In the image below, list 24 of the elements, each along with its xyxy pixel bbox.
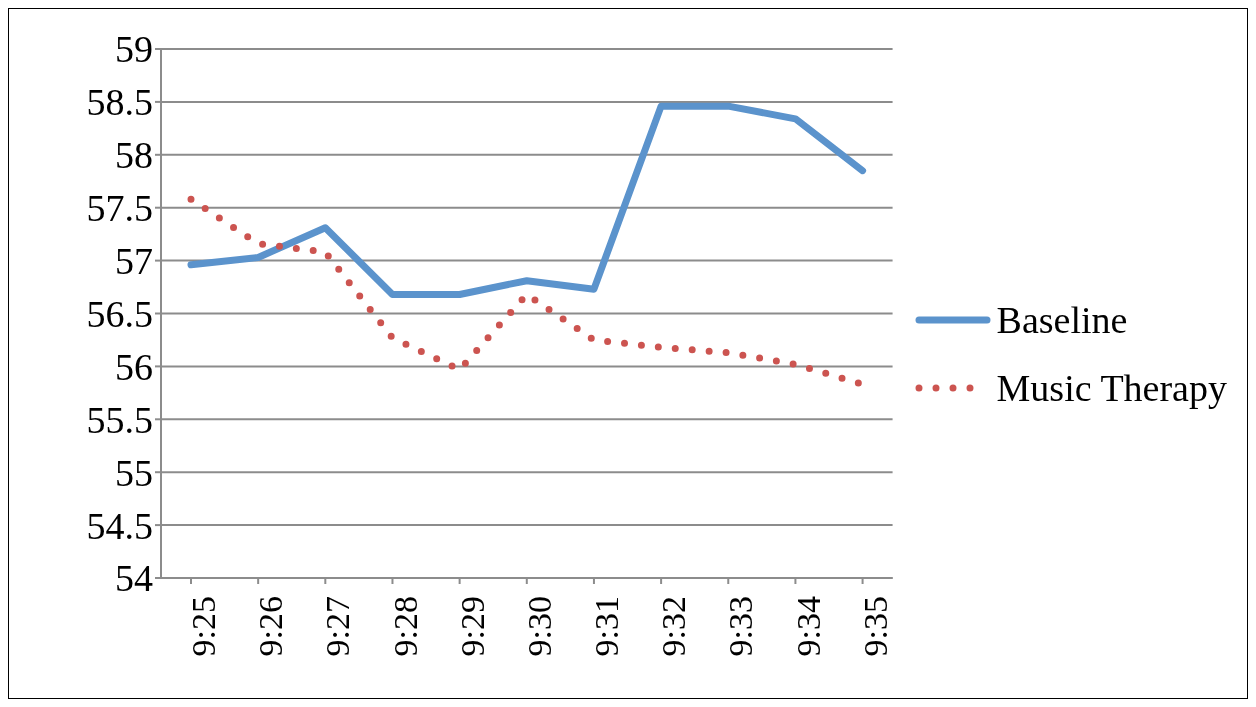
x-tick-label: 9:35 <box>856 596 894 657</box>
y-tick-label: 55.5 <box>86 398 153 441</box>
x-tick-label: 9:31 <box>588 596 626 657</box>
x-tick-label: 9:28 <box>386 596 424 657</box>
y-tick-label: 59 <box>115 28 153 71</box>
x-tick-label: 9:27 <box>319 596 357 657</box>
y-tick-label: 58.5 <box>86 81 153 124</box>
x-tick-label: 9:33 <box>722 596 760 657</box>
y-tick-label: 55 <box>115 451 153 494</box>
y-tick-label: 56 <box>115 345 153 388</box>
y-tick-label: 58 <box>115 134 153 177</box>
y-tick-label: 54.5 <box>86 504 153 547</box>
x-tick-label: 9:25 <box>185 596 223 657</box>
x-tick-label: 9:34 <box>789 596 827 657</box>
x-tick-label: 9:29 <box>453 596 491 657</box>
y-tick-label: 54 <box>115 557 153 600</box>
x-tick-label: 9:26 <box>252 596 290 657</box>
y-tick-label: 57.5 <box>86 187 153 230</box>
y-tick-label: 56.5 <box>86 292 153 335</box>
legend-label: Music Therapy <box>996 365 1227 410</box>
y-tick-label: 57 <box>115 240 153 283</box>
x-tick-label: 9:30 <box>520 596 558 657</box>
x-tick-label: 9:32 <box>655 596 693 657</box>
legend-label: Baseline <box>996 297 1128 342</box>
